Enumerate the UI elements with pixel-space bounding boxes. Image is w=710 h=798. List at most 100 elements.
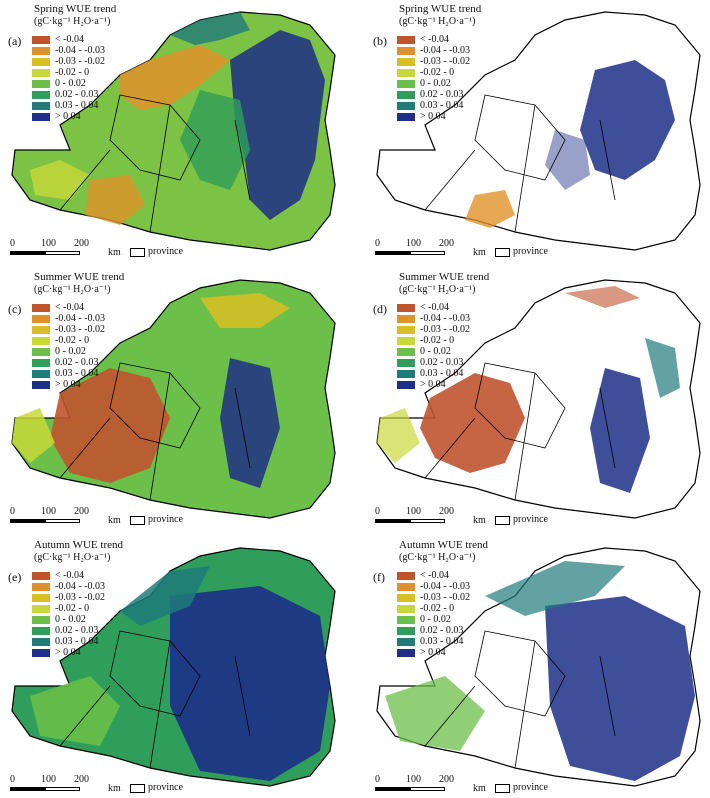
scalebar-tick-label: 200 xyxy=(74,774,89,785)
legend-row: 0.02 - 0.03 xyxy=(397,625,470,636)
scalebar-tick-label: 100 xyxy=(41,506,56,517)
legend-swatch xyxy=(397,593,415,602)
legend-row: < -0.04 xyxy=(32,570,105,581)
legend: < -0.04 -0.04 - -0.03 -0.03 - -0.02 -0.02 -… xyxy=(32,570,105,658)
scalebar-segment xyxy=(375,519,410,523)
legend-row: 0 - 0.02 xyxy=(32,346,105,357)
legend-label: -0.04 - -0.03 xyxy=(420,45,470,56)
legend-label: > 0.04 xyxy=(55,379,81,390)
legend-row: 0.03 - 0.04 xyxy=(32,100,105,111)
legend-swatch xyxy=(32,571,50,580)
legend-swatch xyxy=(32,112,50,121)
panel-c: (c) Summer WUE trend (gC·kg⁻¹ H₂O·a⁻¹) <… xyxy=(0,268,345,530)
map-title: Autumn WUE trend xyxy=(399,539,489,551)
legend-label: 0 - 0.02 xyxy=(55,614,86,625)
legend-row: 0.03 - 0.04 xyxy=(32,368,105,379)
scalebar-unit: km xyxy=(473,783,486,794)
legend: < -0.04 -0.04 - -0.03 -0.03 - -0.02 -0.02 -… xyxy=(397,570,470,658)
legend-row: -0.02 - 0 xyxy=(32,603,105,614)
legend-row: 0.02 - 0.03 xyxy=(397,89,470,100)
legend-row: -0.02 - 0 xyxy=(32,335,105,346)
map-unit: (gC·kg⁻¹ H₂O·a⁻¹) xyxy=(34,16,111,27)
legend-label: > 0.04 xyxy=(420,379,446,390)
legend-row: > 0.04 xyxy=(397,111,470,122)
legend-row: > 0.04 xyxy=(397,379,470,390)
map-title: Autumn WUE trend xyxy=(34,539,124,551)
legend-label: > 0.04 xyxy=(55,647,81,658)
legend-label: 0 - 0.02 xyxy=(55,346,86,357)
legend-label: 0 - 0.02 xyxy=(55,78,86,89)
scalebar: 0 100 200 km province xyxy=(10,774,250,794)
province-legend-box xyxy=(495,248,510,257)
legend-swatch xyxy=(397,369,415,378)
legend-label: 0.03 - 0.04 xyxy=(55,636,99,647)
legend-label: -0.03 - -0.02 xyxy=(420,324,470,335)
map-c xyxy=(11,279,336,519)
legend-row: 0.03 - 0.04 xyxy=(397,100,470,111)
panel-d: (d) Summer WUE trend (gC·kg⁻¹ H₂O·a⁻¹) <… xyxy=(365,268,710,530)
scalebar-segment xyxy=(10,519,45,523)
legend-swatch xyxy=(397,68,415,77)
panel-letter: (a) xyxy=(8,34,22,48)
map-title: Spring WUE trend xyxy=(34,3,117,15)
legend-swatch xyxy=(32,648,50,657)
legend: < -0.04 -0.04 - -0.03 -0.03 - -0.02 -0.02 -… xyxy=(397,34,470,122)
scalebar-segment xyxy=(410,519,445,523)
scalebar-tick-label: 0 xyxy=(375,238,380,249)
legend-label: 0.03 - 0.04 xyxy=(55,100,99,111)
scalebar-unit: km xyxy=(473,515,486,526)
scalebar: 0 100 200 km province xyxy=(10,238,250,258)
legend-row: 0.03 - 0.04 xyxy=(397,368,470,379)
map-unit: (gC·kg⁻¹ H₂O·a⁻¹) xyxy=(34,552,111,563)
province-legend-box xyxy=(130,248,145,257)
legend-swatch xyxy=(32,314,50,323)
scalebar-tick-label: 100 xyxy=(41,774,56,785)
legend-label: 0.03 - 0.04 xyxy=(420,368,464,379)
legend: < -0.04 -0.04 - -0.03 -0.03 - -0.02 -0.02 -… xyxy=(32,302,105,390)
legend-swatch xyxy=(397,336,415,345)
legend-label: -0.02 - 0 xyxy=(55,335,90,346)
legend-label: > 0.04 xyxy=(420,111,446,122)
scalebar-tick-label: 100 xyxy=(406,774,421,785)
legend-row: -0.03 - -0.02 xyxy=(32,56,105,67)
legend-row: 0 - 0.02 xyxy=(397,614,470,625)
legend-label: < -0.04 xyxy=(55,34,84,45)
legend-label: -0.02 - 0 xyxy=(420,67,455,78)
legend-label: -0.03 - -0.02 xyxy=(55,324,105,335)
legend-row: -0.04 - -0.03 xyxy=(397,313,470,324)
legend-row: 0.02 - 0.03 xyxy=(32,89,105,100)
legend-label: 0 - 0.02 xyxy=(420,78,451,89)
legend-row: -0.02 - 0 xyxy=(397,335,470,346)
legend-swatch xyxy=(32,101,50,110)
legend-swatch xyxy=(397,380,415,389)
legend-label: 0.03 - 0.04 xyxy=(420,100,464,111)
map-f xyxy=(376,547,701,787)
legend-label: -0.03 - -0.02 xyxy=(55,592,105,603)
legend-swatch xyxy=(397,46,415,55)
map-a xyxy=(11,11,336,251)
legend-swatch xyxy=(397,303,415,312)
legend-label: 0 - 0.02 xyxy=(420,346,451,357)
province-legend-box xyxy=(130,784,145,793)
legend-swatch xyxy=(32,35,50,44)
legend-swatch xyxy=(32,604,50,613)
legend-label: -0.04 - -0.03 xyxy=(55,45,105,56)
map-title: Spring WUE trend xyxy=(399,3,482,15)
map-title: Summer WUE trend xyxy=(399,271,490,283)
legend-row: 0 - 0.02 xyxy=(397,78,470,89)
legend-label: -0.04 - -0.03 xyxy=(55,313,105,324)
legend-swatch xyxy=(397,637,415,646)
legend-row: > 0.04 xyxy=(397,647,470,658)
legend-swatch xyxy=(397,90,415,99)
panel-letter: (c) xyxy=(8,302,22,316)
legend-swatch xyxy=(397,648,415,657)
legend-row: -0.04 - -0.03 xyxy=(397,45,470,56)
scalebar-tick-label: 100 xyxy=(406,506,421,517)
legend-swatch xyxy=(32,593,50,602)
province-legend-label: province xyxy=(513,782,548,793)
legend-swatch xyxy=(397,79,415,88)
scalebar-unit: km xyxy=(108,247,121,258)
legend-swatch xyxy=(397,358,415,367)
scalebar-tick-label: 100 xyxy=(406,238,421,249)
legend-row: < -0.04 xyxy=(32,302,105,313)
